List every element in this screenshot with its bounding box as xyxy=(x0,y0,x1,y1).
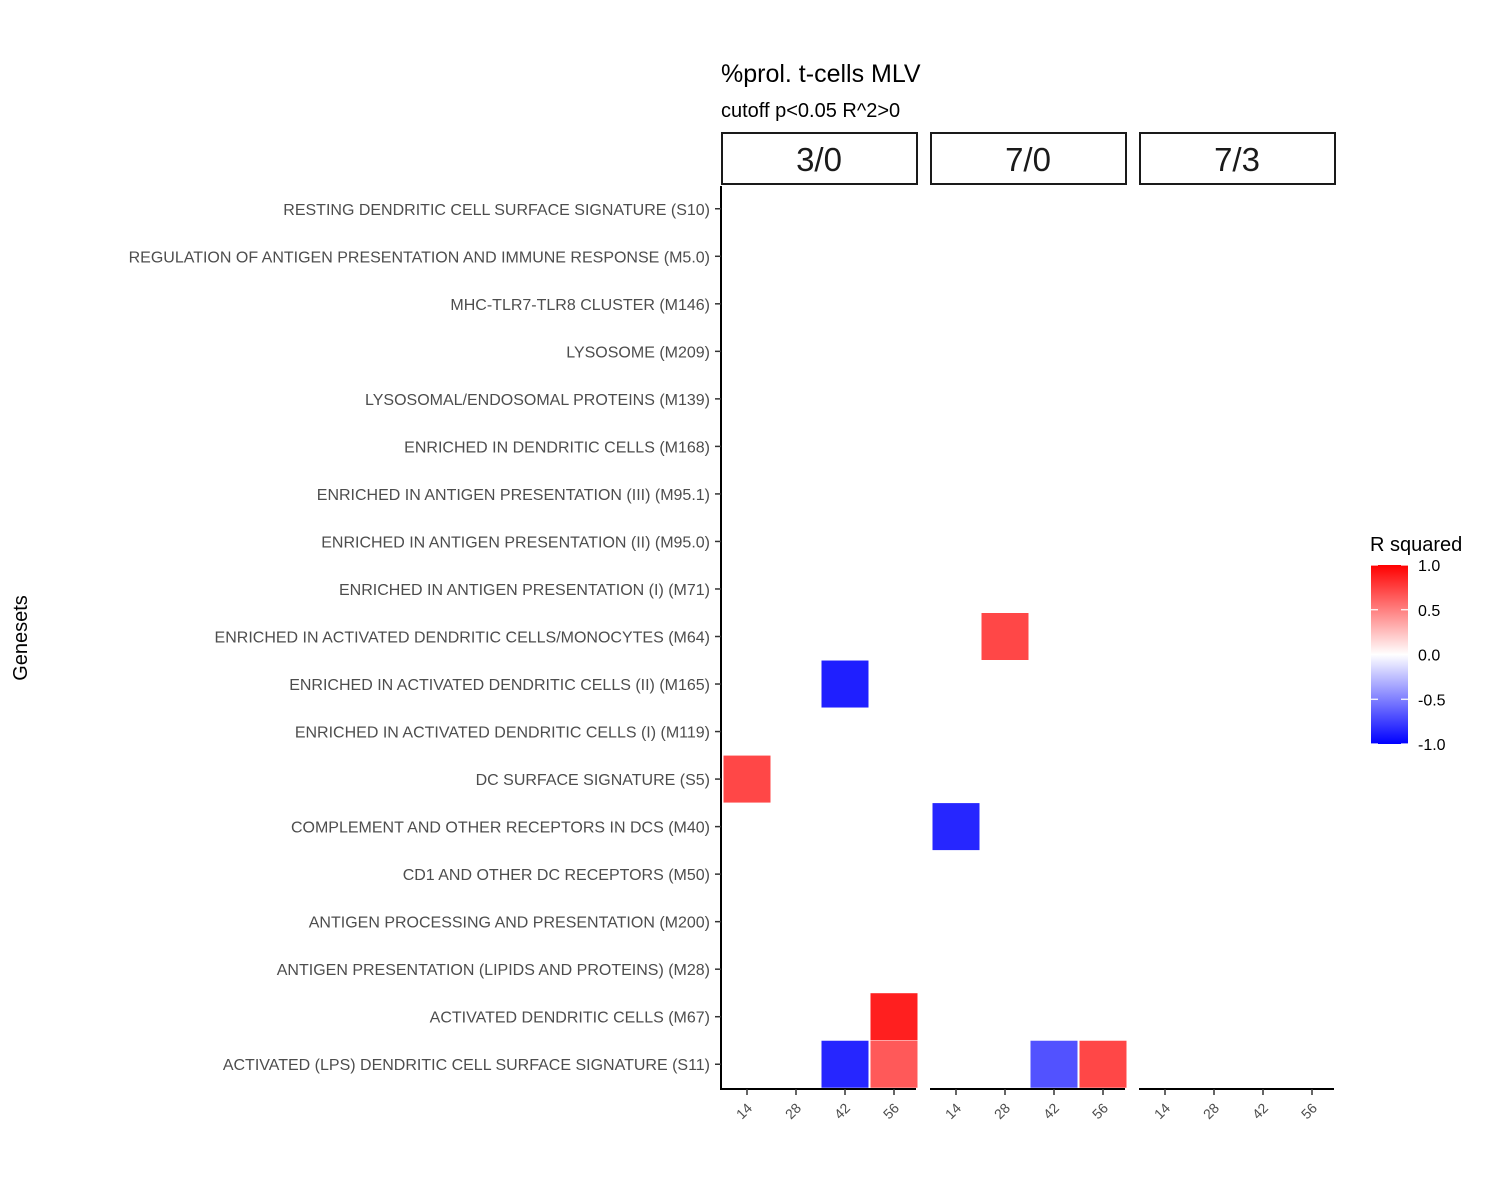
x-tick-label: 14 xyxy=(733,1100,755,1122)
facet-strip-label: 7/0 xyxy=(1005,141,1051,178)
x-tick-label: 42 xyxy=(831,1100,853,1122)
y-tick-label: ENRICHED IN ANTIGEN PRESENTATION (II) (M… xyxy=(321,534,710,551)
y-tick-label: ENRICHED IN ACTIVATED DENDRITIC CELLS (I… xyxy=(289,677,710,694)
x-tick-label: 42 xyxy=(1040,1100,1062,1122)
legend-tick-label: 0.5 xyxy=(1418,603,1440,620)
y-axis-title: Genesets xyxy=(10,595,32,681)
y-tick-label: ANTIGEN PROCESSING AND PRESENTATION (M20… xyxy=(309,915,710,932)
heatmap-cell xyxy=(870,1040,918,1088)
y-tick-label: LYSOSOME (M209) xyxy=(566,344,710,361)
facet-strip-label: 3/0 xyxy=(796,141,842,178)
facet-panel-7-0: 7/0 14 28 42 56 xyxy=(930,132,1127,1122)
y-tick-label: ENRICHED IN DENDRITIC CELLS (M168) xyxy=(404,439,710,456)
x-tick-label: 56 xyxy=(1089,1100,1111,1122)
legend-title: R squared xyxy=(1370,534,1462,556)
y-tick-label: REGULATION OF ANTIGEN PRESENTATION AND I… xyxy=(129,249,710,266)
y-tick-label: CD1 AND OTHER DC RECEPTORS (M50) xyxy=(403,867,710,884)
color-legend: R squared 1.0 0.5 0.0 -0.5 -1.0 xyxy=(1370,534,1462,754)
legend-tick-label: -1.0 xyxy=(1418,737,1446,754)
x-tick-label: 56 xyxy=(1298,1100,1320,1122)
y-tick-label: COMPLEMENT AND OTHER RECEPTORS IN DCS (M… xyxy=(291,820,710,837)
y-tick-label: ACTIVATED DENDRITIC CELLS (M67) xyxy=(430,1010,710,1027)
facet-strip xyxy=(930,132,1127,185)
y-tick-label: MHC-TLR7-TLR8 CLUSTER (M146) xyxy=(450,297,710,314)
x-tick-label: 28 xyxy=(782,1100,804,1122)
heatmap-cell xyxy=(723,755,771,803)
y-tick-label: ENRICHED IN ANTIGEN PRESENTATION (I) (M7… xyxy=(339,582,710,599)
y-tick-labels: RESTING DENDRITIC CELL SURFACE SIGNATURE… xyxy=(129,202,710,1074)
chart-subtitle: cutoff p<0.05 R^2>0 xyxy=(721,100,900,122)
heatmap-cell xyxy=(821,660,869,708)
y-tick-label: ACTIVATED (LPS) DENDRITIC CELL SURFACE S… xyxy=(223,1057,710,1074)
x-tick-label: 14 xyxy=(1151,1100,1173,1122)
y-tick-label: DC SURFACE SIGNATURE (S5) xyxy=(476,772,710,789)
x-tick-label: 56 xyxy=(880,1100,902,1122)
y-tick-label: ENRICHED IN ACTIVATED DENDRITIC CELLS (I… xyxy=(295,725,710,742)
facet-panel-7-3: 7/3 14 28 42 56 xyxy=(1139,132,1336,1122)
x-tick-label: 42 xyxy=(1249,1100,1271,1122)
heatmap-cell xyxy=(981,613,1029,660)
facet-strip xyxy=(1139,132,1336,185)
facet-strip xyxy=(721,132,918,185)
x-tick-label: 28 xyxy=(1200,1100,1222,1122)
heatmap-cell xyxy=(1030,1040,1078,1088)
y-tick-label: RESTING DENDRITIC CELL SURFACE SIGNATURE… xyxy=(283,202,710,219)
y-tick-label: ANTIGEN PRESENTATION (LIPIDS AND PROTEIN… xyxy=(277,962,710,979)
y-tick-label: LYSOSOMAL/ENDOSOMAL PROTEINS (M139) xyxy=(365,392,710,409)
y-tick-label: ENRICHED IN ACTIVATED DENDRITIC CELLS/MO… xyxy=(215,630,710,647)
facet-panel-3-0: 3/0 14 28 42 56 xyxy=(715,132,918,1122)
legend-tick-label: 1.0 xyxy=(1418,558,1440,575)
facet-strip-label: 7/3 xyxy=(1214,141,1260,178)
heatmap-cell xyxy=(1079,1040,1127,1088)
y-tick-label: ENRICHED IN ANTIGEN PRESENTATION (III) (… xyxy=(317,487,710,504)
heatmap-cell xyxy=(932,803,980,851)
heatmap-cell xyxy=(870,993,918,1041)
heatmap-cell xyxy=(821,1040,869,1088)
chart-title: %prol. t-cells MLV xyxy=(721,60,921,88)
x-tick-label: 28 xyxy=(991,1100,1013,1122)
facet-panels: 3/0 14 28 42 56 7/0 14 28 42 56 7/3 14 28 42 56 xyxy=(715,132,1336,1122)
x-tick-label: 14 xyxy=(942,1100,964,1122)
legend-tick-label: 0.0 xyxy=(1418,648,1440,665)
legend-tick-label: -0.5 xyxy=(1418,692,1446,709)
